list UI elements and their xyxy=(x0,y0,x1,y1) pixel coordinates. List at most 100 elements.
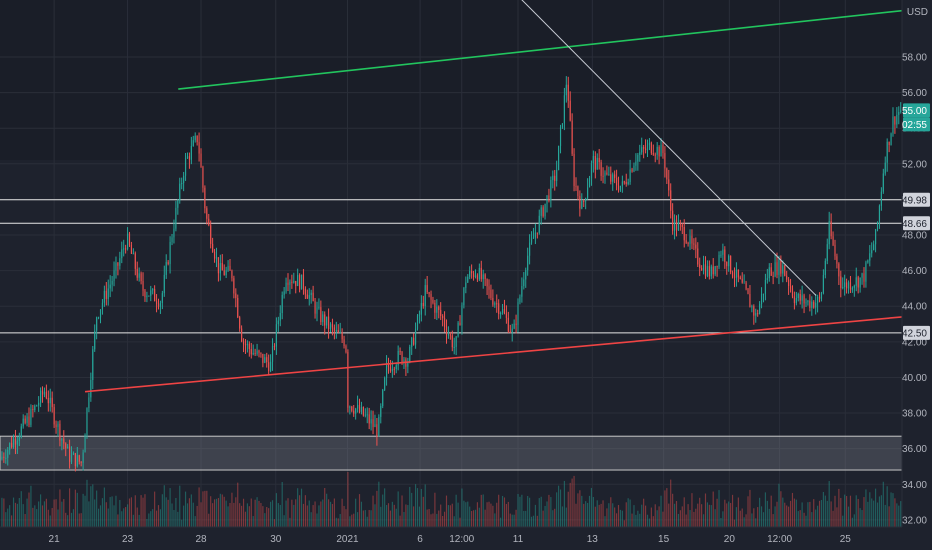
candle-body xyxy=(759,303,761,314)
candle-body xyxy=(826,244,828,261)
candle-body xyxy=(407,361,409,367)
volume-bar xyxy=(248,506,250,527)
volume-bar xyxy=(97,508,100,527)
candle-body xyxy=(233,278,235,294)
volume-bar xyxy=(606,508,608,527)
candle-body xyxy=(242,341,245,345)
volume-bar xyxy=(1,497,3,527)
candle-body xyxy=(368,414,370,424)
candle-body xyxy=(658,146,660,157)
candle-body xyxy=(206,208,208,219)
candle-body xyxy=(217,257,219,274)
volume-bar xyxy=(716,498,718,527)
volume-bar xyxy=(121,511,123,527)
candle-body xyxy=(202,167,204,188)
volume-bar xyxy=(302,503,305,527)
candle-body xyxy=(714,266,716,275)
candle-body xyxy=(329,324,332,330)
volume-bar xyxy=(503,497,506,527)
candle-body xyxy=(503,309,506,314)
candle-body xyxy=(900,110,902,112)
candle-body xyxy=(492,297,494,305)
volume-bar xyxy=(465,502,467,527)
candle-body xyxy=(820,293,823,299)
candle-body xyxy=(494,303,496,305)
candle-body xyxy=(737,269,739,278)
candle-body xyxy=(563,95,565,124)
candle-body xyxy=(175,207,177,229)
candle-body xyxy=(385,363,388,378)
volume-bar xyxy=(710,505,712,527)
candle-body xyxy=(395,365,397,370)
volume-bar xyxy=(863,497,865,527)
candle-body xyxy=(635,161,637,166)
trendline-upper-channel xyxy=(178,9,903,90)
volume-bar xyxy=(312,505,314,527)
candle-body xyxy=(892,116,894,134)
volume-bar xyxy=(467,501,469,527)
volume-bar xyxy=(681,506,683,527)
volume-bar xyxy=(521,494,523,527)
candle-body xyxy=(617,185,620,191)
volume-bar xyxy=(490,503,492,527)
volume-bar xyxy=(534,504,536,527)
candle-body xyxy=(894,116,896,125)
price-tick-label: 40.00 xyxy=(902,373,927,384)
candle-body xyxy=(59,423,61,441)
candle-body xyxy=(335,329,337,332)
candle-body xyxy=(99,309,102,318)
time-tick-label: 25 xyxy=(840,534,852,545)
volume-bar xyxy=(575,503,577,527)
volume-bar xyxy=(789,500,792,527)
candle-body xyxy=(573,153,575,186)
candle-body xyxy=(511,328,513,333)
candle-body xyxy=(266,357,268,363)
candle-body xyxy=(527,255,529,271)
volume-bar xyxy=(366,516,368,527)
volume-bar xyxy=(492,505,494,527)
candle-body xyxy=(123,248,125,250)
volume-bar xyxy=(824,495,826,527)
volume-bar xyxy=(380,506,382,527)
candle-body xyxy=(351,406,353,411)
candle-body xyxy=(815,302,817,308)
volume-bar xyxy=(813,499,815,527)
candle-body xyxy=(270,361,272,372)
candle-body xyxy=(289,281,291,285)
volume-bar xyxy=(695,508,697,527)
candle-body xyxy=(130,244,133,254)
volume-bar xyxy=(204,490,206,527)
volume-bar xyxy=(577,493,579,527)
volume-bar xyxy=(442,515,444,527)
volume-bar xyxy=(817,505,819,527)
volume-bar xyxy=(41,505,44,527)
candle-body xyxy=(878,205,881,223)
volume-bar xyxy=(157,505,160,527)
candle-body xyxy=(215,257,218,259)
volume-bar xyxy=(714,509,716,527)
volume-bar xyxy=(472,510,475,527)
volume-bar xyxy=(142,497,144,527)
candle-body xyxy=(521,286,523,297)
candle-body xyxy=(32,408,34,411)
volume-bar xyxy=(687,504,689,527)
candle-body xyxy=(186,156,189,159)
volume-bar xyxy=(457,502,459,527)
volume-bar xyxy=(53,499,55,527)
volume-bar xyxy=(726,503,728,527)
candle-body xyxy=(766,278,768,280)
volume-bar xyxy=(264,513,266,527)
candle-body xyxy=(683,227,685,241)
candle-body xyxy=(86,408,88,435)
volume-bar xyxy=(177,511,179,527)
candle-body xyxy=(660,144,662,157)
candle-body xyxy=(53,407,55,425)
candle-body xyxy=(196,135,198,143)
volume-bar xyxy=(501,495,504,527)
candle-body xyxy=(600,162,602,176)
candle-body xyxy=(546,195,548,204)
price-tick-label: 32.00 xyxy=(902,515,927,526)
volume-bar xyxy=(706,502,709,527)
candle-body xyxy=(822,274,824,294)
